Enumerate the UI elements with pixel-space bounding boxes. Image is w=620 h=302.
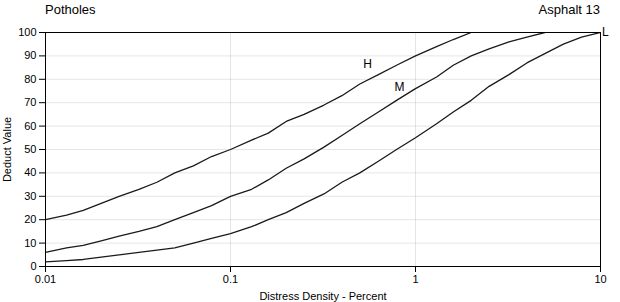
svg-text:100: 100 (18, 26, 36, 38)
svg-text:90: 90 (24, 49, 36, 61)
svg-text:10: 10 (594, 273, 606, 285)
svg-text:Distress Density - Percent: Distress Density - Percent (259, 290, 386, 302)
svg-text:M: M (395, 80, 405, 94)
svg-text:1: 1 (412, 273, 418, 285)
svg-text:80: 80 (24, 73, 36, 85)
svg-text:Deduct Value: Deduct Value (1, 117, 13, 182)
svg-text:L: L (602, 25, 609, 39)
svg-text:40: 40 (24, 166, 36, 178)
svg-text:30: 30 (24, 190, 36, 202)
svg-text:70: 70 (24, 96, 36, 108)
svg-text:50: 50 (24, 143, 36, 155)
svg-text:0.1: 0.1 (223, 273, 238, 285)
html-text:Potholes: Potholes (45, 2, 96, 17)
svg-text:H: H (363, 57, 372, 71)
svg-text:10: 10 (24, 237, 36, 249)
svg-text:60: 60 (24, 120, 36, 132)
svg-text:20: 20 (24, 213, 36, 225)
svg-text:0: 0 (30, 260, 36, 272)
svg-text:0.01: 0.01 (35, 273, 56, 285)
html-text:Asphalt 13: Asphalt 13 (538, 2, 600, 17)
